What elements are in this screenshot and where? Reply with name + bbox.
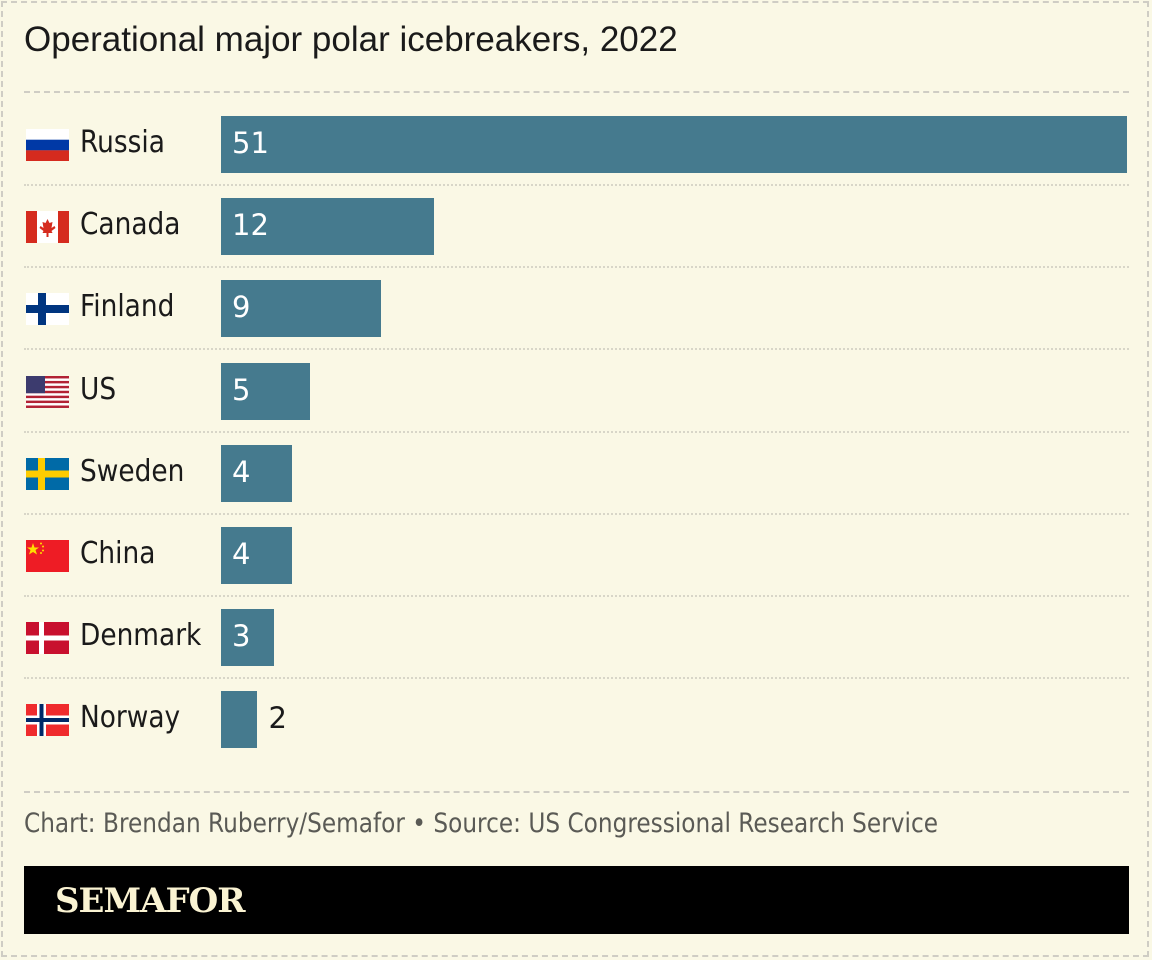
finland-flag-icon: [26, 293, 69, 326]
bar-row-us: US 5: [24, 354, 1129, 436]
category-label: Finland: [80, 289, 175, 325]
value-label: 9: [232, 290, 251, 325]
bar-row-china: China 4: [24, 518, 1129, 600]
row-separator: [24, 348, 1129, 351]
value-label: 5: [232, 372, 251, 407]
category-label: Canada: [80, 207, 181, 243]
value-label: 4: [232, 454, 251, 489]
row-separator: [24, 512, 1129, 515]
chart-title: Operational major polar icebreakers, 202…: [24, 20, 678, 59]
semafor-logo: SEMAFOR: [55, 881, 245, 921]
value-label: 4: [232, 537, 251, 571]
bar: [221, 527, 293, 584]
category-label: Russia: [80, 125, 165, 160]
bar-row-russia: Russia 51: [24, 107, 1129, 189]
bar: [221, 444, 293, 502]
bar: [221, 116, 1127, 173]
category-label: China: [80, 536, 156, 571]
bar: [221, 198, 435, 256]
russia-flag-icon: [26, 129, 69, 161]
row-separator: [24, 430, 1129, 433]
source-note: Chart: Brendan Ruberry/Semafor • Source:…: [24, 808, 939, 839]
bar: [221, 362, 310, 420]
bar-row-finland: Finland 9: [24, 271, 1129, 353]
canada-flag-icon: [26, 211, 69, 244]
value-label: 2: [268, 701, 287, 736]
row-separator: [24, 677, 1129, 680]
row-separator: [24, 266, 1129, 269]
bar-row-denmark: Denmark 3: [24, 600, 1129, 682]
bar: [221, 609, 275, 667]
bar: [221, 691, 257, 749]
value-label: 51: [232, 126, 269, 160]
category-label: Norway: [80, 700, 181, 736]
sweden-flag-icon: [26, 457, 69, 490]
china-flag-icon: [26, 540, 69, 572]
category-label: Sweden: [80, 453, 185, 489]
norway-flag-icon: [26, 704, 69, 737]
category-label: Denmark: [80, 618, 202, 654]
header-divider: [24, 91, 1129, 93]
denmark-flag-icon: [26, 622, 69, 655]
row-separator: [24, 595, 1129, 597]
us-flag-icon: [26, 375, 69, 408]
value-label: 12: [232, 208, 269, 243]
bar: [221, 280, 381, 338]
bar-row-canada: Canada 12: [24, 189, 1129, 271]
row-separator: [24, 184, 1129, 186]
footer-divider: [24, 791, 1129, 793]
bar-row-sweden: Sweden 4: [24, 436, 1129, 518]
value-label: 3: [232, 619, 251, 654]
category-label: US: [80, 371, 117, 407]
bar-row-norway: Norway 2: [24, 682, 1129, 764]
logo-banner: SEMAFOR: [24, 866, 1129, 934]
